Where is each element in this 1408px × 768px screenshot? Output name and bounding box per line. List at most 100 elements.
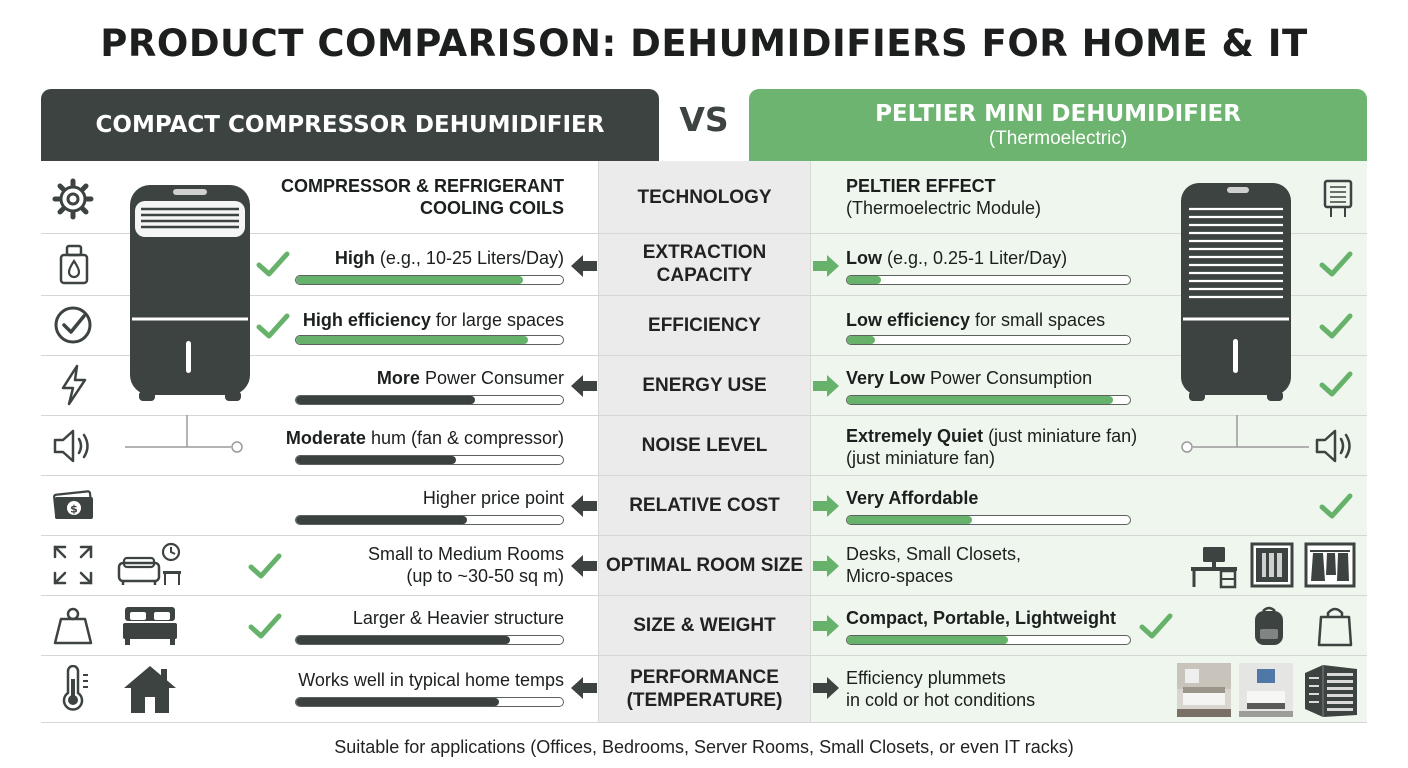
extraction-right: Low (e.g., 0.25-1 Liter/Day) xyxy=(846,247,1067,269)
footer-note: Suitable for applications (Offices, Bedr… xyxy=(334,737,1074,757)
arrow-right-icon xyxy=(813,555,839,577)
peltier-header-subtitle: (Thermoelectric) xyxy=(988,128,1128,149)
living-room-icon xyxy=(117,542,181,585)
size-right-bar-fill xyxy=(847,636,1009,644)
efficiency-left-bar-fill xyxy=(296,336,529,344)
check-icon xyxy=(1319,493,1353,519)
bedroom-photo xyxy=(1177,663,1231,717)
efficiency-right-bar-fill xyxy=(847,336,876,344)
row-divider xyxy=(41,655,1367,656)
money-icon: $ xyxy=(53,490,93,519)
noise-right-bold: Extremely Quiet xyxy=(846,426,984,446)
arrow-right-icon xyxy=(813,677,839,699)
arrow-left-icon xyxy=(571,255,597,277)
technology-left-line1: COMPRESSOR & REFRIGERANT xyxy=(280,176,564,196)
speaker-icon xyxy=(53,429,89,463)
category-label: EFFICIENCY xyxy=(648,314,761,336)
efficiency-right-rest: for small spaces xyxy=(970,310,1106,330)
wardrobe-icon xyxy=(1304,542,1356,588)
category-label: NOISE LEVEL xyxy=(641,434,768,456)
category-extraction-capacity: EXTRACTION CAPACITY xyxy=(598,233,811,295)
arrow-right-icon xyxy=(813,495,839,517)
category-relative-cost: RELATIVE COST xyxy=(598,475,811,535)
efficiency-left-bold: High efficiency xyxy=(302,310,431,330)
room-right-line2: Micro-spaces xyxy=(846,566,954,586)
extraction-right-rest: (e.g., 0.25-1 Liter/Day) xyxy=(882,248,1068,268)
technology-left-line2: COOLING COILS xyxy=(420,198,564,218)
performance-left-rest: Works well in typical home temps xyxy=(298,670,564,690)
row-performance: Works well in typical home temps PERFORM… xyxy=(41,655,1367,722)
efficiency-left: High efficiency for large spaces xyxy=(303,309,564,331)
cost-left-bar-fill xyxy=(296,516,467,524)
performance-right: Efficiency plummets in cold or hot condi… xyxy=(846,667,1035,711)
category-energy-use: ENERGY USE xyxy=(598,355,811,415)
technology-right-line1: PELTIER EFFECT xyxy=(846,176,996,196)
row-relative-cost: $ Higher price point RELATIVE COST Very … xyxy=(41,475,1367,535)
peltier-module-icon xyxy=(1323,179,1353,217)
cost-right-bold: Very Affordable xyxy=(846,488,979,508)
size-right: Compact, Portable, Lightweight xyxy=(846,607,1116,629)
efficiency-right-bold: Low efficiency xyxy=(846,310,971,330)
comparison-table: COMPRESSOR & REFRIGERANT COOLING COILS T… xyxy=(41,161,1367,723)
row-divider xyxy=(41,355,1367,356)
performance-left-bar xyxy=(295,697,564,707)
noise-left-rest: hum (fan & compressor) xyxy=(365,428,564,448)
energy-left-bar-fill xyxy=(296,396,475,404)
check-icon xyxy=(1139,613,1173,639)
office-photo xyxy=(1239,663,1293,717)
scale-drop-icon xyxy=(59,244,89,285)
arrow-left-icon xyxy=(571,555,597,577)
size-left-bar xyxy=(295,635,564,645)
row-extraction-capacity: High (e.g., 10-25 Liters/Day) EXTRACTION… xyxy=(41,233,1367,295)
energy-left-bold: More xyxy=(376,368,420,388)
row-divider xyxy=(41,475,1367,476)
extraction-left-bar-fill xyxy=(296,276,523,284)
energy-right: Very Low Power Consumption xyxy=(846,367,1092,389)
check-icon xyxy=(248,553,282,579)
efficiency-left-bar xyxy=(295,335,564,345)
size-right-bold: Compact, Portable, Lightweight xyxy=(846,608,1117,628)
server-rack-icon xyxy=(1305,665,1357,717)
arrow-left-icon xyxy=(571,495,597,517)
performance-left-bar-fill xyxy=(296,698,499,706)
room-left-line1: Small to Medium Rooms xyxy=(367,544,564,564)
energy-right-bar xyxy=(846,395,1131,405)
cost-right-bar xyxy=(846,515,1131,525)
performance-left: Works well in typical home temps xyxy=(298,669,564,691)
row-size-weight: Larger & Heavier structure SIZE & WEIGHT… xyxy=(41,595,1367,655)
check-icon xyxy=(256,313,290,339)
noise-left-bold: Moderate xyxy=(285,428,366,448)
category-label: ENERGY USE xyxy=(642,374,767,396)
backpack-icon xyxy=(1255,606,1283,645)
size-left-bar-fill xyxy=(296,636,510,644)
energy-right-bar-fill xyxy=(847,396,1114,404)
category-label: RELATIVE COST xyxy=(629,494,780,516)
page-title: PRODUCT COMPARISON: DEHUMIDIFIERS FOR HO… xyxy=(100,22,1308,65)
noise-right-line2: (just miniature fan) xyxy=(846,448,996,468)
technology-left: COMPRESSOR & REFRIGERANT COOLING COILS xyxy=(281,175,564,219)
cost-left-bar xyxy=(295,515,564,525)
category-label: EXTRACTION xyxy=(642,242,767,263)
category-size-weight: SIZE & WEIGHT xyxy=(598,595,811,655)
bag-icon xyxy=(1317,607,1353,647)
energy-right-bold: Very Low xyxy=(846,368,926,388)
category-label: (TEMPERATURE) xyxy=(626,689,783,711)
energy-right-rest: Power Consumption xyxy=(925,368,1093,388)
check-icon xyxy=(248,613,282,639)
room-left: Small to Medium Rooms (up to ~30-50 sq m… xyxy=(368,543,564,587)
extraction-left-bold: High xyxy=(334,248,375,268)
efficiency-right: Low efficiency for small spaces xyxy=(846,309,1105,331)
row-divider xyxy=(41,415,1367,416)
performance-right-line1: Efficiency plummets xyxy=(846,668,1006,688)
row-technology: COMPRESSOR & REFRIGERANT COOLING COILS T… xyxy=(41,161,1367,233)
closet-icon xyxy=(1250,542,1294,588)
arrow-right-icon xyxy=(813,375,839,397)
circle-check-icon xyxy=(54,306,92,344)
connector-line xyxy=(125,415,243,453)
row-divider xyxy=(41,535,1367,536)
category-performance: PERFORMANCE (TEMPERATURE) xyxy=(598,655,811,722)
check-icon xyxy=(1319,313,1353,339)
category-label: OPTIMAL ROOM SIZE xyxy=(605,554,804,576)
house-icon xyxy=(124,666,176,713)
check-icon xyxy=(1319,371,1353,397)
